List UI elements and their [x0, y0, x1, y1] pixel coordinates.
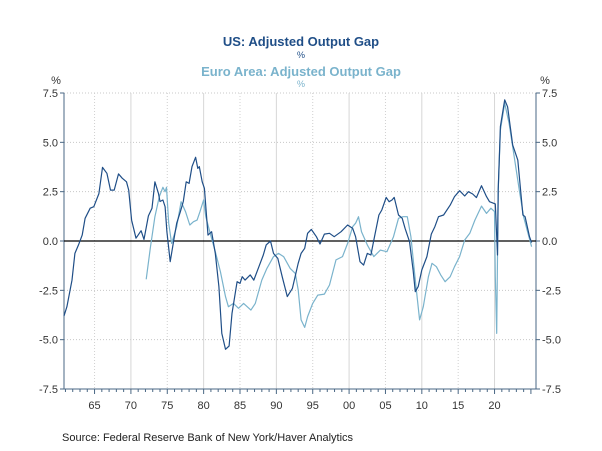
x-tick-label: 05: [379, 400, 391, 412]
x-tick-label: 15: [452, 400, 464, 412]
x-tick-label: 00: [343, 400, 355, 412]
y-tick-label-right: -7.5: [542, 384, 561, 396]
y-tick-label-right: 5.0: [542, 137, 557, 149]
series-line-euro-area: [145, 102, 533, 334]
y-tick-label-right: -2.5: [542, 285, 561, 297]
x-tick-label: 75: [161, 400, 173, 412]
x-tick-label: 85: [234, 400, 246, 412]
chart-title-us: US: Adjusted Output Gap: [223, 34, 379, 49]
x-tick-label: 10: [416, 400, 428, 412]
x-tick-label: 90: [270, 400, 282, 412]
y-tick-label-right: 0.0: [542, 236, 557, 248]
x-tick-label: 70: [125, 400, 137, 412]
chart-title-euro: Euro Area: Adjusted Output Gap: [201, 64, 401, 79]
y-tick-label-left: 2.5: [43, 187, 58, 199]
chart-unit-us: %: [297, 50, 305, 60]
source-note: Source: Federal Reserve Bank of New York…: [62, 432, 354, 444]
y-tick-label-left: 5.0: [43, 137, 58, 149]
left-axis-unit: %: [51, 75, 61, 87]
y-tick-label-left: 7.5: [43, 88, 58, 100]
y-tick-label-left: 0.0: [43, 236, 58, 248]
y-tick-label-left: -7.5: [39, 384, 58, 396]
right-axis-unit: %: [540, 75, 550, 87]
y-tick-label-right: -5.0: [542, 335, 561, 347]
x-tick-label: 95: [307, 400, 319, 412]
y-tick-label-left: -2.5: [39, 285, 58, 297]
chart-unit-euro: %: [297, 79, 305, 89]
x-tick-label: 80: [198, 400, 210, 412]
y-tick-label-right: 2.5: [542, 187, 557, 199]
y-tick-label-right: 7.5: [542, 88, 557, 100]
y-tick-label-left: -5.0: [39, 335, 58, 347]
x-tick-label: 20: [488, 400, 500, 412]
x-tick-label: 65: [88, 400, 100, 412]
series-line-us: [63, 99, 533, 350]
